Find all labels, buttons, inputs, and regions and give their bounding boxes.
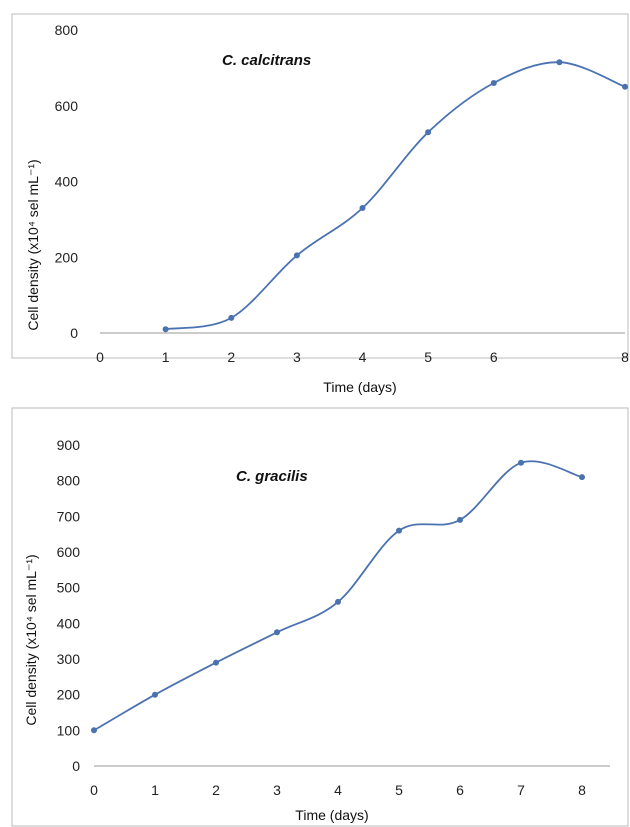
data-point xyxy=(425,129,432,136)
chart-frame xyxy=(11,407,629,827)
x-tick-label: 3 xyxy=(273,782,281,798)
data-point xyxy=(335,598,341,605)
series-layer xyxy=(91,459,585,734)
x-tick-label: 2 xyxy=(227,349,235,365)
x-tick-label: 1 xyxy=(162,349,170,365)
x-tick-label: 3 xyxy=(293,349,301,365)
data-point xyxy=(152,691,158,698)
y-tick-label: 200 xyxy=(57,687,81,703)
data-point xyxy=(622,83,628,90)
x-tick-label: 4 xyxy=(359,349,367,365)
y-tick-label: 400 xyxy=(57,615,81,631)
data-point xyxy=(490,80,497,86)
chart-title: C. gracilis xyxy=(236,468,308,485)
data-point xyxy=(359,205,366,211)
y-axis-label: Cell density (x10⁴ sel mL⁻¹) xyxy=(23,554,39,725)
data-point xyxy=(91,727,97,734)
x-tick-labels: 0 1 2 3 4 5 6 8 xyxy=(96,349,629,365)
x-tick-label: 4 xyxy=(334,782,342,798)
x-tick-label: 1 xyxy=(151,782,159,798)
x-tick-label: 6 xyxy=(456,782,464,798)
y-tick-label: 800 xyxy=(55,22,79,38)
x-tick-label: 8 xyxy=(578,782,586,798)
x-tick-labels: 0 1 2 3 4 5 6 7 8 xyxy=(90,782,586,798)
series-line xyxy=(93,460,583,732)
data-point xyxy=(518,459,524,466)
x-tick-label: 0 xyxy=(90,782,98,798)
x-axis-label: Time (days) xyxy=(295,807,368,823)
y-tick-label: 900 xyxy=(57,437,81,453)
y-tick-label: 400 xyxy=(55,174,79,190)
data-point xyxy=(579,474,585,481)
data-point xyxy=(213,659,219,666)
y-tick-label: 200 xyxy=(55,249,79,265)
series-layer xyxy=(162,59,628,333)
chart-calcitrans: C. calcitrans Time (days) Cell density (… xyxy=(11,13,629,395)
y-tick-label: 100 xyxy=(57,722,81,738)
x-axis-label: Time (days) xyxy=(323,379,396,395)
y-tick-label: 500 xyxy=(57,580,81,596)
data-point xyxy=(162,326,169,333)
y-tick-label: 0 xyxy=(72,758,80,774)
series-line xyxy=(165,61,626,331)
data-point xyxy=(274,629,280,636)
y-tick-label: 800 xyxy=(57,473,81,489)
data-point xyxy=(228,314,235,321)
x-tick-label: 0 xyxy=(96,349,104,365)
y-tick-labels: 0 100 200 300 400 500 600 700 800 900 xyxy=(57,437,81,774)
chart-frame xyxy=(11,13,629,359)
y-tick-label: 0 xyxy=(70,325,78,341)
x-tick-label: 5 xyxy=(395,782,403,798)
data-point xyxy=(396,527,402,534)
x-tick-label: 2 xyxy=(212,782,220,798)
y-tick-label: 700 xyxy=(57,508,81,524)
data-point xyxy=(293,252,300,259)
chart-title: C. calcitrans xyxy=(222,52,311,69)
y-tick-label: 600 xyxy=(55,98,79,114)
y-tick-labels: 0 200 400 600 800 xyxy=(55,22,79,341)
y-tick-label: 600 xyxy=(57,544,81,560)
data-point xyxy=(556,59,563,66)
y-tick-label: 300 xyxy=(57,651,81,667)
x-tick-label: 8 xyxy=(621,349,629,365)
x-tick-label: 5 xyxy=(424,349,432,365)
x-tick-label: 6 xyxy=(490,349,498,365)
x-tick-label: 7 xyxy=(517,782,525,798)
data-point xyxy=(457,516,463,523)
y-axis-label: Cell density (x10⁴ sel mL⁻¹) xyxy=(25,159,41,330)
